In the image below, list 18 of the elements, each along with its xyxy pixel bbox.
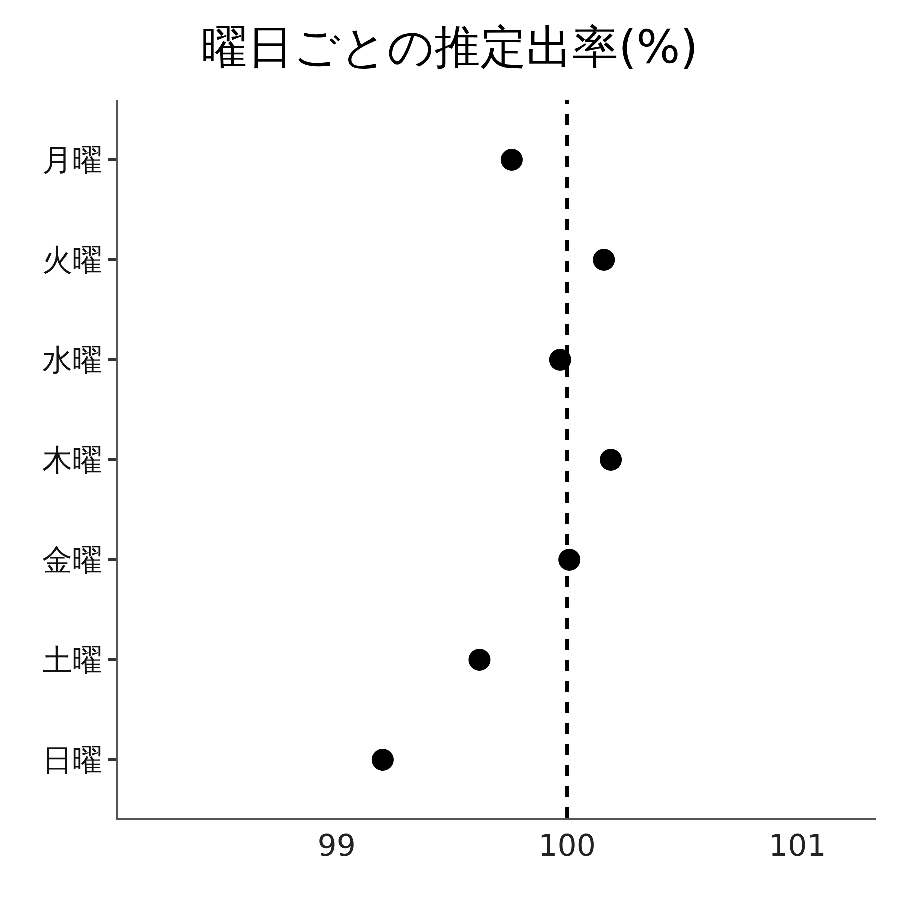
- point: [549, 349, 572, 371]
- point: [372, 749, 394, 771]
- point: [500, 149, 523, 171]
- y-tick-label: 日曜: [42, 744, 102, 778]
- y-tick-label: 水曜: [42, 344, 102, 378]
- point: [468, 649, 491, 671]
- x-tick-label: 100: [538, 828, 596, 864]
- y-tick-label: 土曜: [42, 644, 102, 678]
- y-tick-label: 火曜: [42, 244, 102, 278]
- point: [593, 249, 616, 271]
- x-tick-label: 101: [769, 828, 826, 864]
- y-tick-label: 木曜: [42, 444, 102, 478]
- y-tick-label: 金曜: [42, 544, 102, 578]
- chart-title: 曜日ごとの推定出率(%): [202, 20, 698, 74]
- point: [600, 449, 622, 471]
- point: [558, 549, 581, 571]
- y-tick-label: 月曜: [42, 144, 102, 178]
- x-tick-label: 99: [318, 828, 356, 864]
